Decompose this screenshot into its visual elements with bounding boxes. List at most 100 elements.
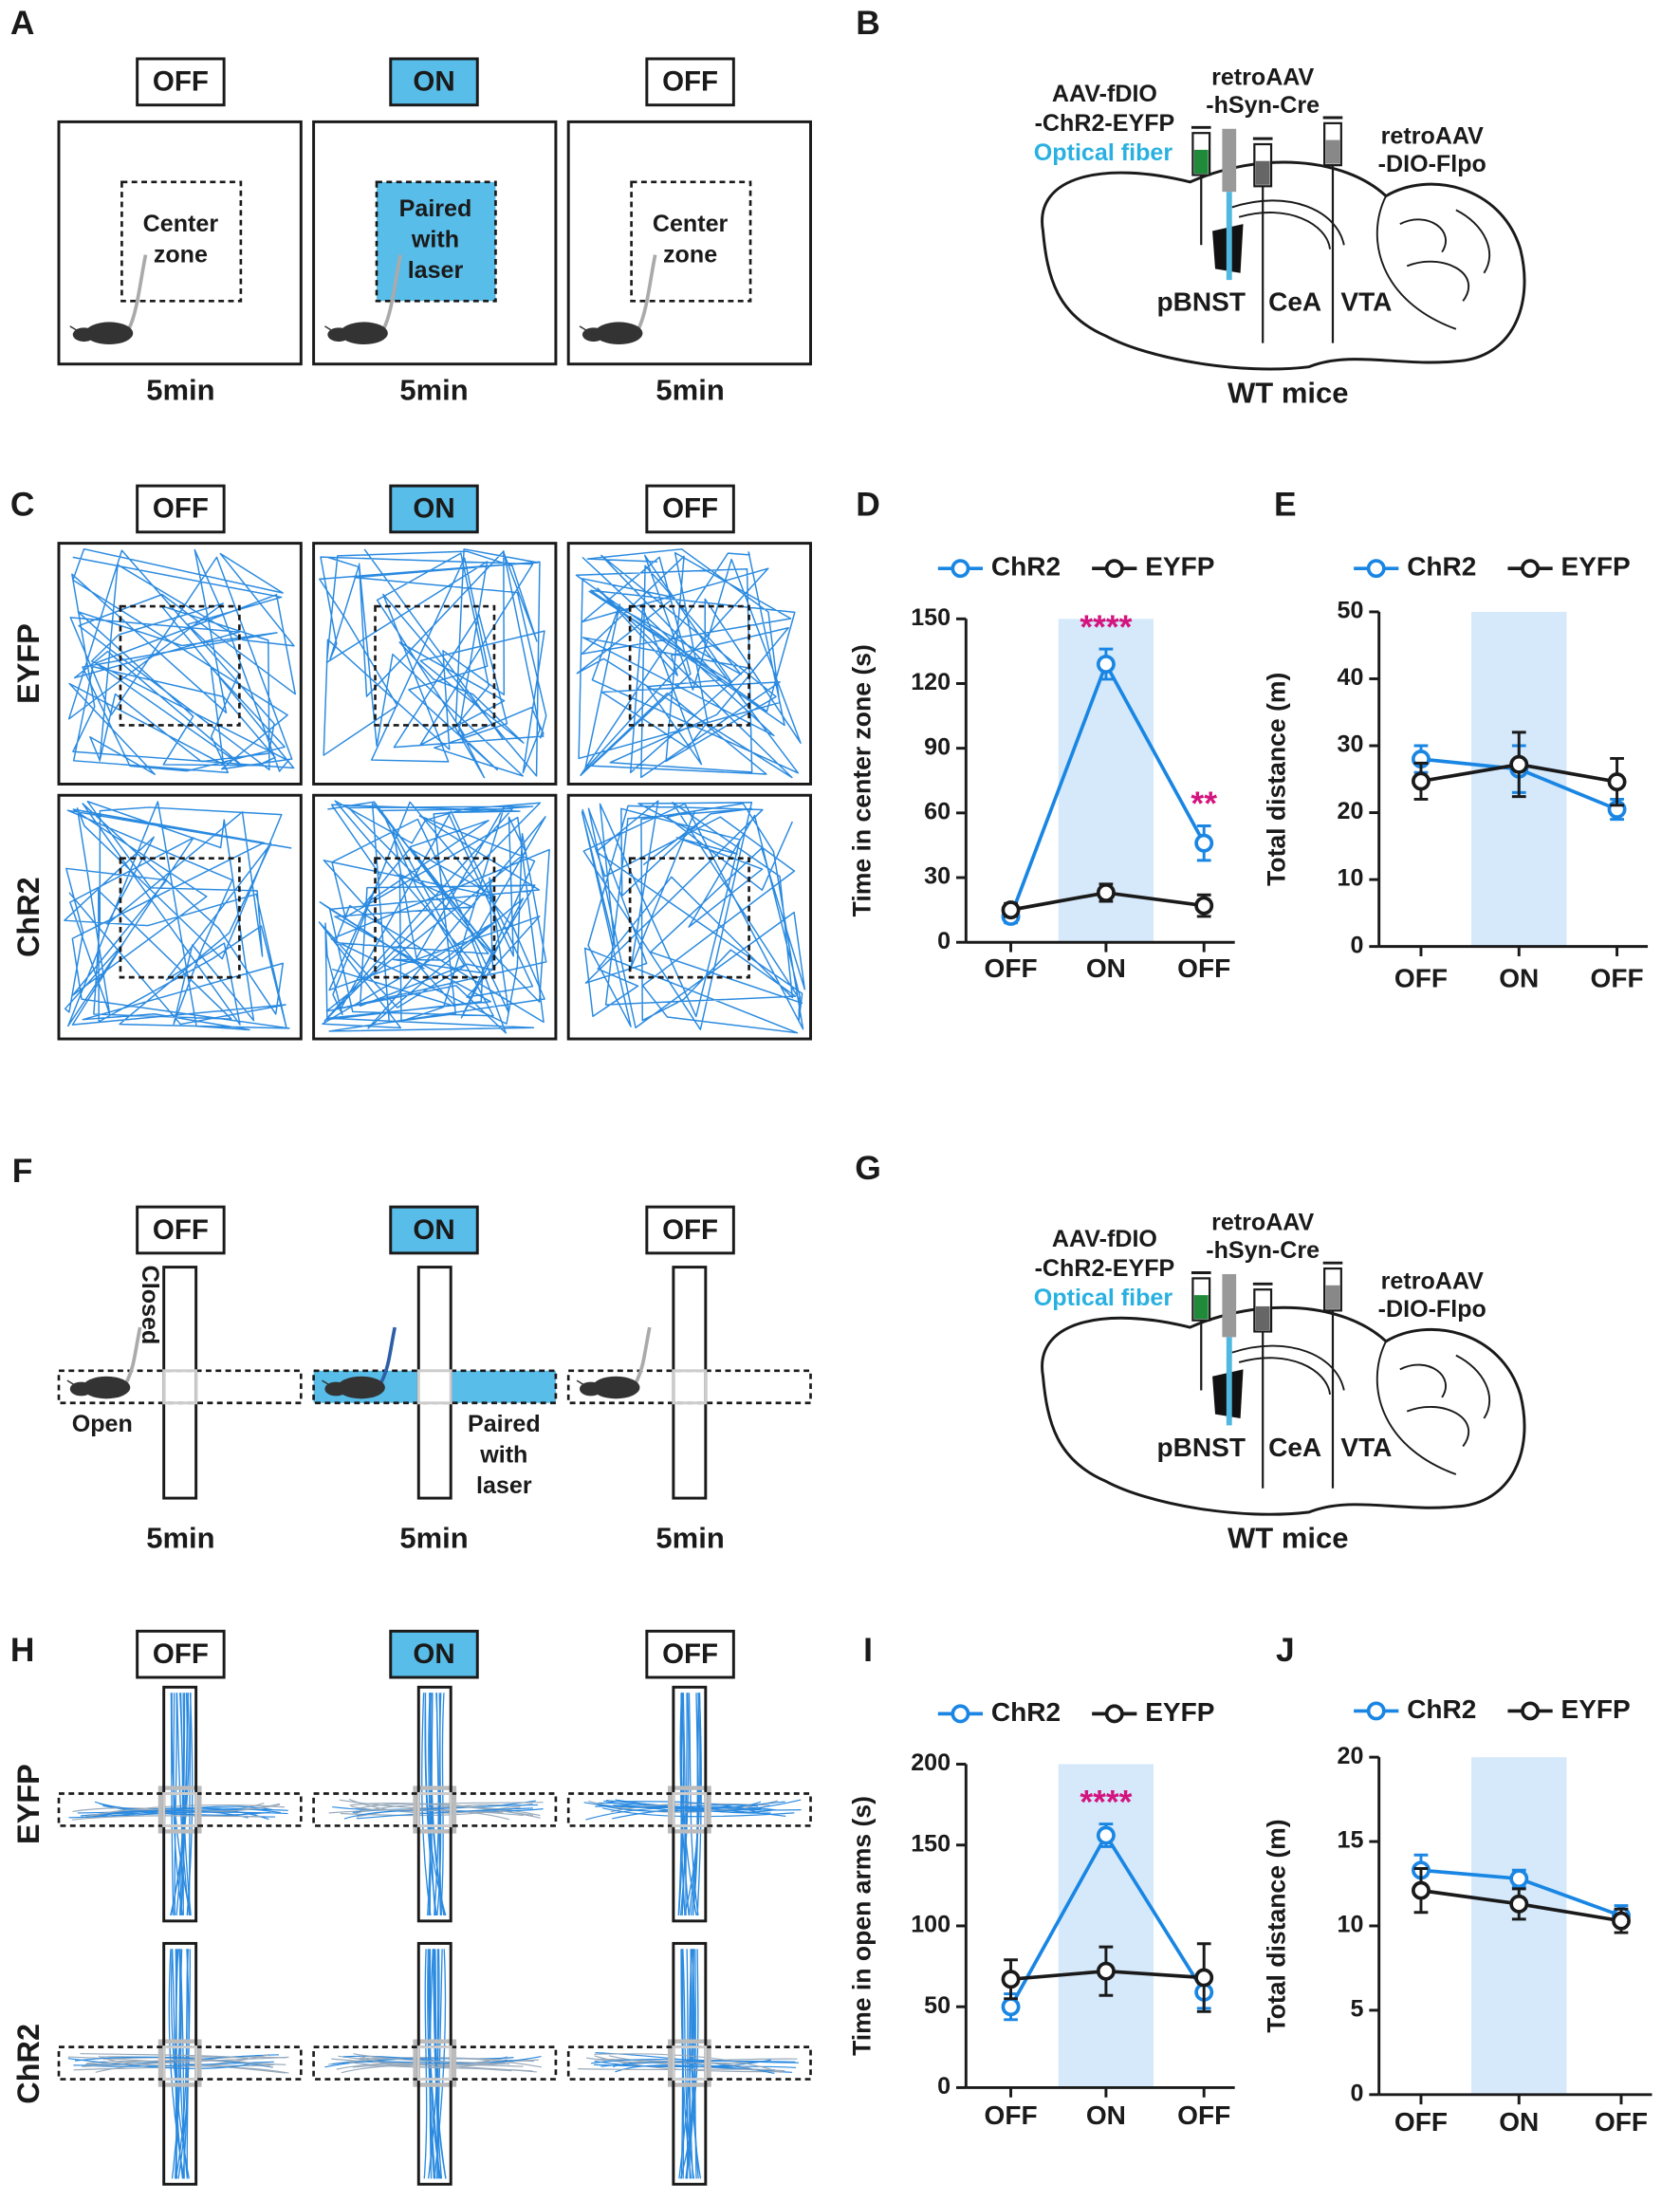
track (92, 1809, 249, 1819)
legend-label: EYFP (1145, 552, 1214, 582)
maze-center (162, 1792, 198, 1827)
track (171, 1949, 184, 2179)
data-point (1001, 1970, 1021, 1989)
y-tick-label: 150 (911, 1830, 951, 1857)
cerebellum (1375, 195, 1491, 330)
y-tick-label: 50 (1338, 598, 1364, 624)
data-point (1096, 1961, 1116, 1981)
virus-label: retroAAV (1381, 1268, 1484, 1294)
track (84, 2059, 273, 2068)
legend-label: EYFP (1145, 1697, 1214, 1727)
x-tick-label: OFF (985, 953, 1038, 983)
track (82, 2056, 289, 2067)
center-zone (119, 857, 241, 979)
y-tick-label: 30 (924, 863, 951, 890)
state-label: OFF (662, 1214, 718, 1246)
row-label: EYFP (11, 1764, 46, 1844)
legend-marker (1104, 559, 1124, 579)
state-box (389, 1629, 479, 1679)
region-label: VTA (1340, 287, 1392, 317)
trajectory (318, 800, 550, 1034)
maze-center (672, 2045, 708, 2082)
panel-label: H (10, 1631, 35, 1669)
panel-label: I (863, 1631, 873, 1669)
data-point (1509, 754, 1529, 774)
virus-label: -hSyn-Cre (1206, 1237, 1320, 1264)
mouse-body (85, 322, 134, 345)
virus-label: -ChR2-EYFP (1035, 1255, 1175, 1282)
virus-label: AAV-fDIO (1052, 1226, 1157, 1252)
track (170, 1949, 190, 2179)
data-point (1411, 771, 1431, 791)
track (349, 1803, 534, 1817)
panel-label: G (855, 1149, 881, 1187)
mouse-body (592, 1376, 640, 1399)
brain-outline (1041, 1305, 1526, 1516)
legend-label: EYFP (1561, 552, 1631, 582)
trajectory (581, 800, 806, 1034)
syringe-fill (1193, 1295, 1209, 1320)
y-tick-label: 20 (1338, 1743, 1364, 1769)
legend-label: ChR2 (1407, 1694, 1476, 1724)
mouse-tail-end (579, 325, 595, 336)
mouse-tail-end (324, 325, 340, 336)
x-tick-label: OFF (1394, 963, 1448, 992)
center-zone (628, 857, 750, 979)
laser-label: laser (476, 1472, 532, 1499)
laser-open-arm (451, 1370, 556, 1403)
shade (1058, 1764, 1154, 2088)
state-box (645, 1629, 735, 1679)
state-label: OFF (153, 1638, 209, 1670)
state-label: OFF (662, 493, 718, 525)
mouse-body (337, 1376, 385, 1399)
state-label: OFF (153, 1214, 209, 1246)
track (680, 1949, 692, 2179)
state-label: OFF (153, 493, 209, 525)
track (351, 1804, 508, 1811)
y-tick-label: 5 (1350, 1996, 1363, 2023)
arena (57, 542, 303, 786)
arena (566, 542, 812, 786)
panel-label: B (856, 4, 880, 42)
center-zone (119, 604, 241, 727)
mouse-tail (637, 254, 657, 330)
track (186, 1693, 194, 1915)
y-tick-label: 15 (1338, 1827, 1364, 1854)
state-label: OFF (662, 1638, 718, 1670)
state-box (645, 57, 735, 107)
maze-center (416, 2045, 452, 2082)
mouse-tail-end (66, 1379, 82, 1390)
data-point (1096, 1825, 1116, 1845)
legend-marker (1104, 1704, 1124, 1724)
trajectory (67, 547, 297, 776)
mouse-body (595, 322, 643, 345)
track (688, 1693, 699, 1915)
zone-label: laser (408, 257, 464, 284)
track (590, 2058, 799, 2064)
track (101, 2056, 286, 2065)
track (171, 1693, 192, 1916)
y-tick-label: 0 (937, 2073, 951, 2100)
track (348, 2061, 533, 2072)
track (331, 2055, 542, 2065)
state-box (136, 57, 226, 107)
mouse-tail-end (576, 1379, 592, 1390)
zone-label: Center (653, 211, 729, 237)
x-tick-label: OFF (1591, 963, 1644, 992)
laser-label: Paired (468, 1411, 541, 1437)
center-zone (628, 604, 750, 727)
duration: 5min (146, 373, 214, 406)
mouse-tail (127, 254, 148, 330)
track (427, 1949, 436, 2179)
duration: 5min (399, 1522, 468, 1555)
y-tick-label: 10 (1338, 1912, 1364, 1938)
legend-marker (951, 1704, 970, 1724)
x-tick-label: OFF (1394, 2107, 1448, 2137)
y-tick-label: 0 (1350, 2080, 1363, 2106)
virus-label: -DIO-Flpo (1378, 151, 1486, 177)
track (174, 1693, 177, 1915)
center-tracks (413, 1786, 457, 1834)
center-tracks (413, 2039, 457, 2087)
duration: 5min (146, 1522, 214, 1555)
